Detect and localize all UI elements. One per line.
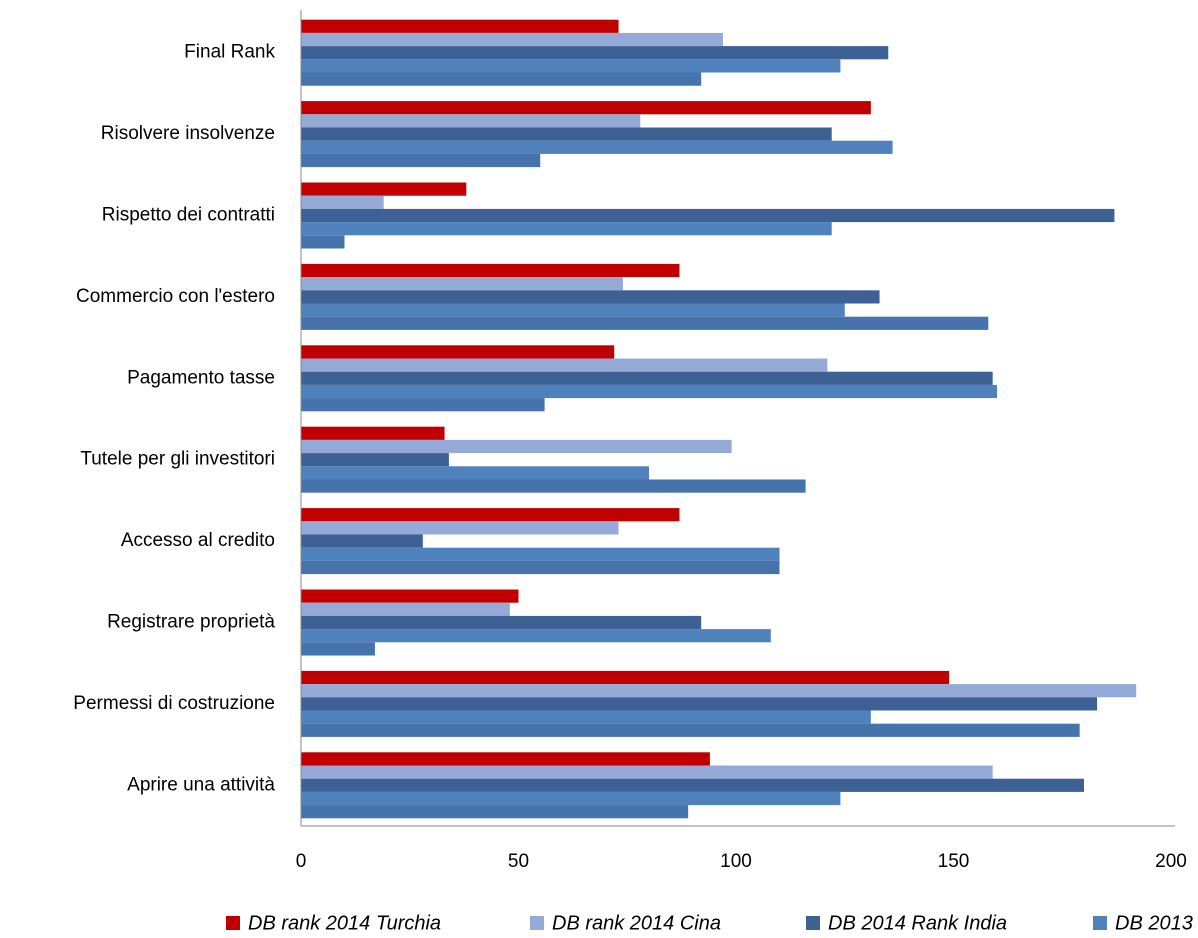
bar bbox=[301, 466, 649, 480]
category-label: Accesso al credito bbox=[121, 530, 275, 551]
bar bbox=[301, 684, 1137, 698]
bar bbox=[301, 263, 680, 278]
bar bbox=[301, 453, 449, 467]
bar bbox=[301, 46, 889, 60]
bar bbox=[301, 479, 806, 493]
bar bbox=[301, 778, 1084, 792]
bar bbox=[301, 589, 519, 603]
category-label: Pagamento tasse bbox=[127, 367, 275, 388]
bar bbox=[301, 371, 993, 385]
bar bbox=[301, 114, 641, 128]
category-label: Risolvere insolvenze bbox=[101, 123, 275, 144]
legend-swatch bbox=[530, 916, 544, 930]
bar bbox=[301, 602, 510, 616]
bar bbox=[301, 127, 832, 141]
bar bbox=[301, 195, 384, 209]
bar bbox=[301, 398, 545, 412]
bar bbox=[301, 710, 871, 724]
category-label: Aprire una attività bbox=[127, 774, 275, 795]
bar bbox=[301, 222, 832, 236]
bar bbox=[301, 303, 845, 317]
legend-swatch bbox=[806, 916, 820, 930]
bar bbox=[301, 290, 880, 304]
bar bbox=[301, 208, 1115, 223]
x-tick-label: 100 bbox=[720, 851, 752, 872]
legend-label: DB rank 2014 Cina bbox=[552, 912, 721, 934]
bar bbox=[301, 358, 828, 372]
bar bbox=[301, 765, 993, 779]
bar bbox=[301, 101, 871, 115]
x-tick-label: 50 bbox=[508, 851, 529, 872]
bar bbox=[301, 697, 1098, 711]
category-label: Permessi di costruzione bbox=[73, 693, 275, 714]
category-label: Tutele per gli investitori bbox=[80, 449, 275, 470]
bar bbox=[301, 182, 467, 196]
bar bbox=[301, 19, 619, 33]
legend-label: DB rank 2014 Turchia bbox=[248, 912, 441, 934]
x-tick-label: 200 bbox=[1155, 851, 1187, 872]
category-label: Final Rank bbox=[184, 42, 275, 63]
bar bbox=[301, 508, 680, 522]
bar bbox=[301, 32, 723, 47]
legend-swatch bbox=[1093, 916, 1107, 930]
bar bbox=[301, 345, 615, 359]
x-tick-label: 0 bbox=[296, 851, 307, 872]
category-label: Commercio con l'estero bbox=[76, 286, 275, 307]
bar bbox=[301, 59, 841, 73]
bar bbox=[301, 534, 423, 548]
bar bbox=[301, 547, 780, 561]
category-label: Registrare proprietà bbox=[107, 612, 275, 633]
bar bbox=[301, 629, 771, 643]
bar bbox=[301, 521, 619, 535]
bar bbox=[301, 560, 780, 575]
x-tick-label: 150 bbox=[938, 851, 970, 872]
bar bbox=[301, 615, 702, 630]
bar bbox=[301, 235, 345, 249]
bar bbox=[301, 140, 893, 154]
bar bbox=[301, 723, 1080, 737]
bar bbox=[301, 670, 950, 685]
bar bbox=[301, 791, 841, 806]
legend-label: DB 2014 Rank India bbox=[828, 912, 1007, 934]
bar bbox=[301, 153, 541, 168]
legend-label: DB 2013 bbox=[1115, 912, 1193, 934]
bar bbox=[301, 426, 445, 440]
bar bbox=[301, 805, 689, 819]
bar bbox=[301, 384, 997, 399]
bar bbox=[301, 72, 702, 86]
bar bbox=[301, 277, 623, 291]
bar bbox=[301, 752, 710, 766]
category-label: Rispetto dei contratti bbox=[102, 205, 275, 226]
bar bbox=[301, 439, 732, 454]
legend-swatch bbox=[226, 916, 240, 930]
bar bbox=[301, 642, 375, 656]
bar bbox=[301, 316, 989, 330]
